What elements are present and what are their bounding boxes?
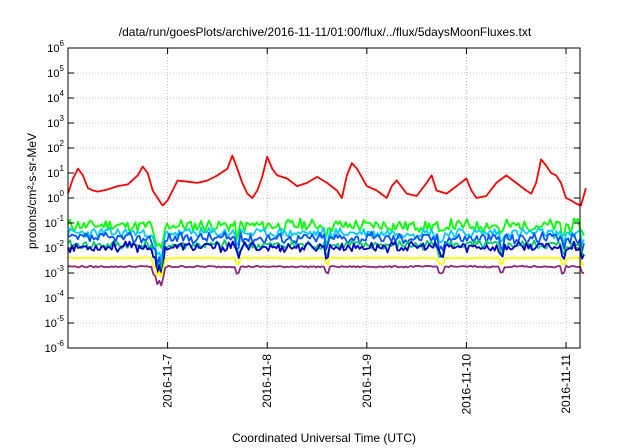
axes xyxy=(67,47,581,349)
y-tick-exponent: 5 xyxy=(60,64,65,73)
y-tick-label: 10-3 xyxy=(45,264,65,280)
plot-frame xyxy=(67,47,581,349)
y-tick-base: 10 xyxy=(45,293,57,305)
series-group xyxy=(67,154,587,287)
y-tick-exponent: 4 xyxy=(60,89,65,98)
x-tick-labels: 2016-11-7 2016-11-8 2016-11-9 2016-11-10 201… xyxy=(161,354,573,415)
series-line-1 xyxy=(67,154,587,207)
y-tick-exponent: 0 xyxy=(60,189,65,198)
y-tick-base: 10 xyxy=(47,143,59,155)
series-line-8 xyxy=(67,264,585,287)
y-tick-label: 104 xyxy=(47,89,64,105)
y-axis-label: protons/cm²-s-sr-MeV xyxy=(25,133,39,249)
y-tick-base: 10 xyxy=(47,68,59,80)
y-tick-exponent: -5 xyxy=(57,314,65,323)
y-tick-base: 10 xyxy=(47,118,59,130)
y-tick-exponent: -2 xyxy=(57,239,65,248)
y-tick-exponent: -4 xyxy=(57,289,65,298)
y-tick-label: 10-6 xyxy=(45,339,65,355)
y-tick-label: 101 xyxy=(47,164,64,180)
y-tick-base: 10 xyxy=(45,268,57,280)
y-tick-exponent: 6 xyxy=(60,39,65,48)
series-line-7 xyxy=(68,256,585,278)
series-line-6 xyxy=(67,240,585,276)
y-tick-base: 10 xyxy=(47,43,59,55)
y-tick-exponent: 2 xyxy=(60,139,65,148)
y-tick-label: 10-2 xyxy=(45,239,65,255)
y-tick-base: 10 xyxy=(45,318,57,330)
y-tick-label: 10-4 xyxy=(45,289,65,305)
y-tick-label: 106 xyxy=(47,39,64,55)
y-tick-exponent: -6 xyxy=(57,339,65,348)
y-tick-exponent: 1 xyxy=(60,164,65,173)
y-tick-base: 10 xyxy=(45,243,57,255)
y-tick-label: 102 xyxy=(47,139,64,155)
y-tick-exponent: -1 xyxy=(57,214,65,223)
x-tick-label: 2016-11-8 xyxy=(260,354,274,408)
x-tick-label: 2016-11-7 xyxy=(161,354,175,408)
x-tick-label: 2016-11-10 xyxy=(459,354,473,415)
y-tick-base: 10 xyxy=(47,193,59,205)
y-tick-base: 10 xyxy=(47,168,59,180)
y-tick-exponent: 3 xyxy=(60,114,65,123)
x-axis-label: Coordinated Universal Time (UTC) xyxy=(232,431,416,445)
y-tick-label: 103 xyxy=(47,114,64,130)
y-axis-label-text: protons/cm²-s-sr-MeV xyxy=(25,133,39,249)
y-tick-label: 105 xyxy=(47,64,64,80)
y-tick-base: 10 xyxy=(45,218,57,230)
x-tick-label: 2016-11-9 xyxy=(360,354,374,408)
y-tick-label: 100 xyxy=(47,189,64,205)
y-tick-base: 10 xyxy=(47,93,59,105)
chart-title: /data/run/goesPlots/archive/2016-11-11/0… xyxy=(119,25,532,39)
y-tick-exponent: -3 xyxy=(57,264,65,273)
x-tick-label: 2016-11-11 xyxy=(559,354,573,414)
grid xyxy=(68,48,580,348)
series-line-4 xyxy=(67,231,585,272)
y-tick-label: 10-5 xyxy=(45,314,65,330)
y-tick-label: 10-1 xyxy=(45,214,65,230)
y-tick-labels: 10-610-510-410-310-210-11001011021031041… xyxy=(45,39,65,355)
y-tick-base: 10 xyxy=(45,343,57,355)
